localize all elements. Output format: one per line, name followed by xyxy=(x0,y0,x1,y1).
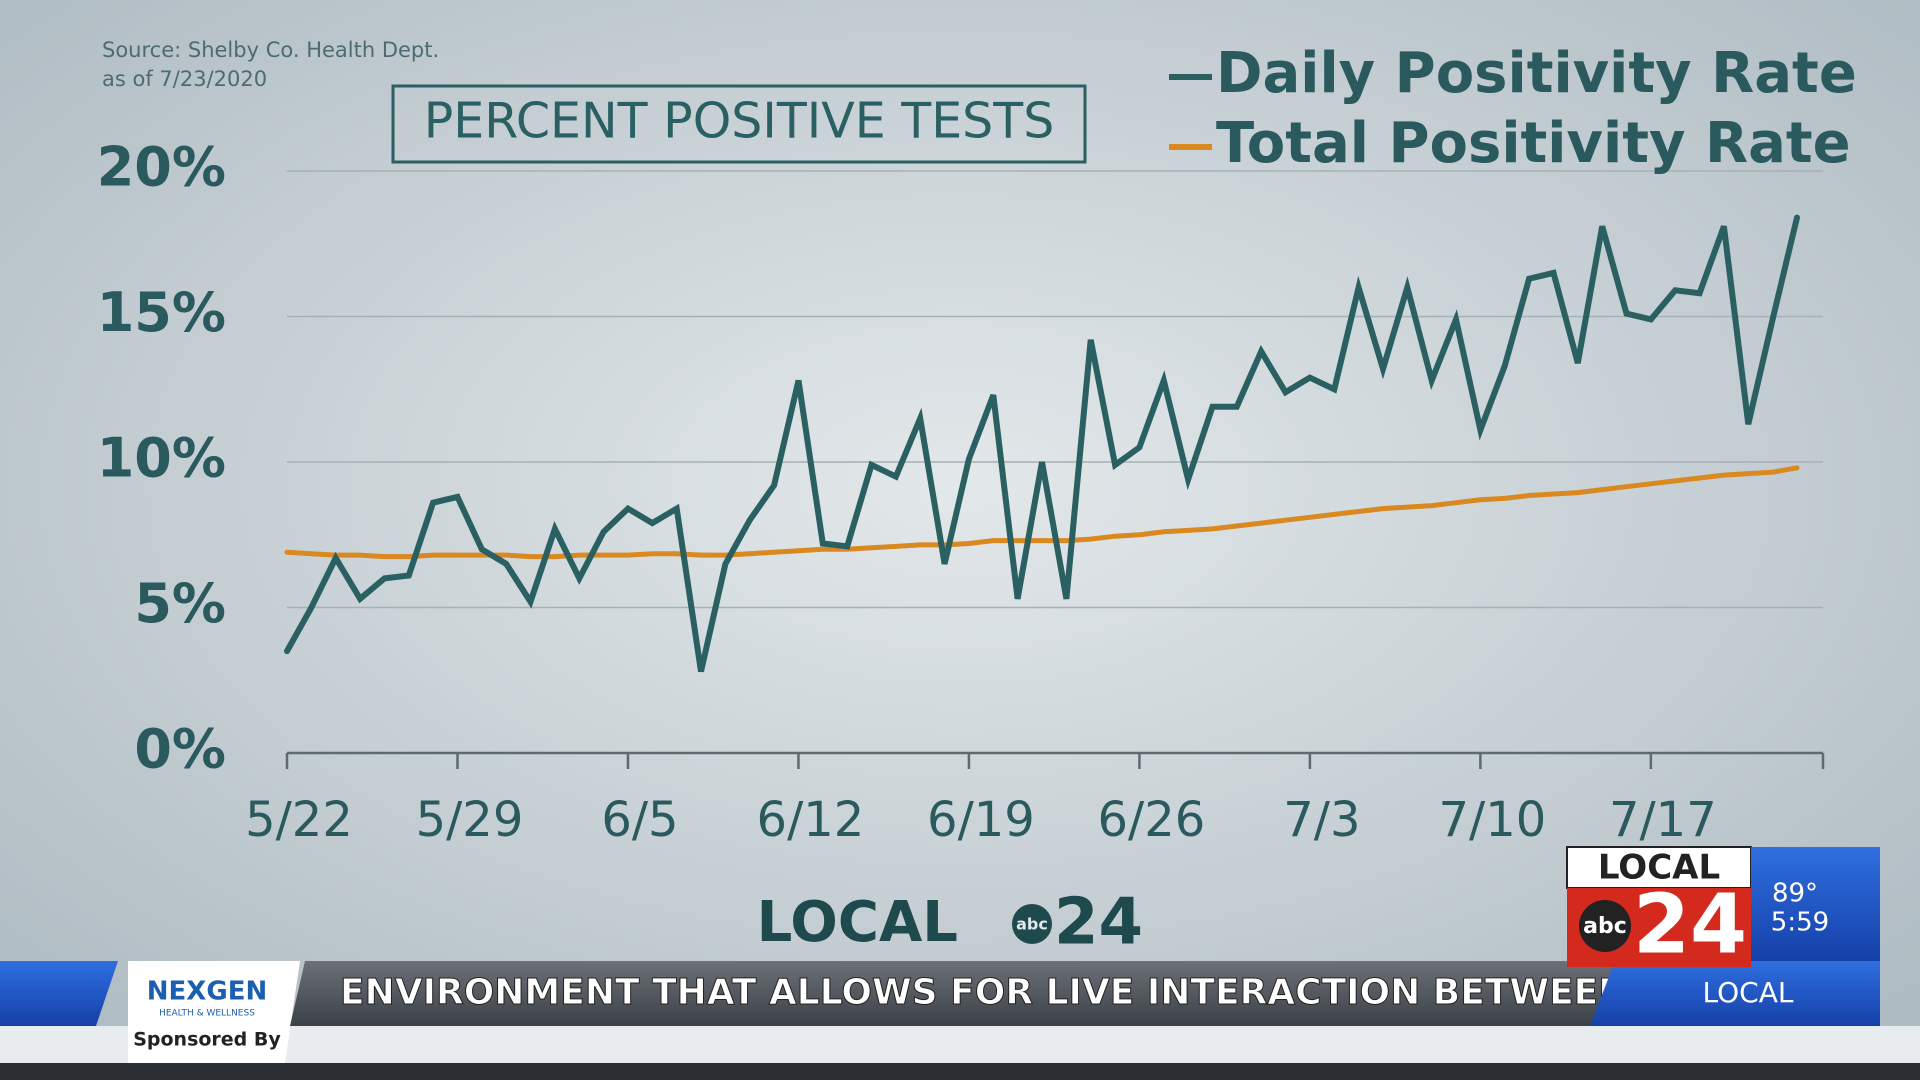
bottom-band xyxy=(0,1063,1920,1080)
logo-text: LOCAL xyxy=(757,890,958,955)
ticker-tag-box xyxy=(1590,961,1880,1026)
ticker-left xyxy=(0,961,118,1026)
x-tick-label: 7/17 xyxy=(1609,792,1717,848)
station-logo: LOCAL abc 24 xyxy=(757,886,1143,960)
bug-top: LOCAL xyxy=(1598,848,1720,888)
x-tick-label: 7/10 xyxy=(1438,792,1546,848)
ticker-tag: LOCAL xyxy=(1703,976,1794,1009)
temperature: 89° xyxy=(1772,879,1818,909)
bug-network: abc xyxy=(1583,914,1627,939)
ticker-text: ENVIRONMENT THAT ALLOWS FOR LIVE INTERAC… xyxy=(340,972,1628,1013)
legend-label: Daily Positivity Rate xyxy=(1216,41,1857,106)
x-tick-label: 6/19 xyxy=(927,792,1035,848)
sponsored-by: Sponsored By xyxy=(133,1029,281,1051)
title-box xyxy=(391,84,1087,164)
bug-top-box xyxy=(1566,846,1752,889)
bug-circle xyxy=(1579,900,1631,952)
x-tick-label: 6/26 xyxy=(1098,792,1206,848)
series-line xyxy=(284,214,1800,673)
y-tick-label: 5% xyxy=(134,572,226,635)
note: as of 7/23/2020 xyxy=(102,67,267,91)
bug-number: 24 xyxy=(1633,877,1747,972)
bug-info-box xyxy=(1751,847,1880,961)
series-line xyxy=(284,465,1800,560)
sponsor-sub: HEALTH & WELLNESS xyxy=(159,1009,255,1019)
logo-circle xyxy=(1012,904,1052,944)
x-tick-label: 5/22 xyxy=(245,792,353,848)
y-tick-label: 15% xyxy=(97,281,226,344)
logo-network: abc xyxy=(1016,915,1048,934)
ticker-bar xyxy=(290,961,1615,1026)
lower-strip xyxy=(0,1026,1920,1063)
y-tick-label: 20% xyxy=(97,136,226,199)
x-tick-label: 6/5 xyxy=(601,792,678,848)
logo-number: 24 xyxy=(1054,886,1143,960)
legend-label: Total Positivity Rate xyxy=(1216,111,1851,176)
plot: 0% 5% 10% 15% 20% 5/22 5/29 6/5 6/12 6/19 6/26 7/3 7… xyxy=(97,41,1857,848)
x-tick-label: 6/12 xyxy=(757,792,865,848)
y-tick-label: 10% xyxy=(97,427,226,490)
y-tick-label: 0% xyxy=(134,718,226,781)
time: 5:59 xyxy=(1771,908,1829,938)
source: Source: Shelby Co. Health Dept. xyxy=(102,38,439,62)
sponsor-box xyxy=(128,961,300,1063)
x-tick-label: 7/3 xyxy=(1283,792,1360,848)
sponsor: NEXGEN xyxy=(147,977,267,1007)
x-tick-label: 5/29 xyxy=(416,792,524,848)
channel-bug: LOCAL abc 24 89° 5:59 xyxy=(1566,846,1880,972)
chart-title: PERCENT POSITIVE TESTS xyxy=(424,93,1055,150)
